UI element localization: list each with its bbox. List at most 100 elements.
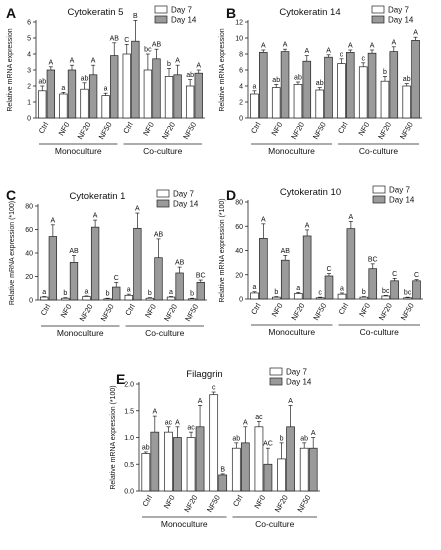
bar-day14 — [368, 268, 378, 300]
bar-day7 — [299, 447, 309, 492]
legend-label: Day 14 — [286, 378, 312, 387]
significance-letter: A — [288, 398, 293, 405]
bar-day7 — [145, 297, 155, 301]
legend-swatch — [269, 367, 283, 376]
bar-day14 — [154, 257, 163, 301]
bar-day14 — [280, 259, 290, 300]
x-tick-label: NF20 — [182, 494, 199, 514]
bar-day7 — [272, 296, 281, 300]
bar-day14 — [133, 227, 142, 301]
significance-letter: ab — [186, 72, 194, 79]
panel-letter: A — [6, 5, 16, 21]
y-tick-label: 4 — [239, 84, 243, 91]
significance-letter: C — [392, 271, 397, 278]
significance-letter: a — [253, 284, 257, 291]
y-axis-label: Relative mRNA expression — [219, 28, 226, 111]
y-tick-label: 20 — [235, 272, 243, 279]
bar-day14 — [412, 280, 421, 300]
significance-letter: c — [318, 290, 322, 297]
y-tick-label: 0 — [239, 297, 243, 304]
x-tick-label: NF50 — [295, 494, 312, 514]
panel-letter: E — [116, 371, 125, 387]
bar-day7 — [277, 458, 286, 492]
significance-letter: A — [283, 42, 288, 49]
bar-day14 — [88, 74, 98, 119]
bar-day14 — [67, 69, 77, 119]
significance-letter: bc — [382, 288, 390, 295]
group-label: Co-culture — [145, 328, 184, 338]
bar-day7 — [38, 90, 47, 119]
y-tick-label: 80 — [25, 204, 33, 211]
legend-label: Day 7 — [389, 186, 410, 195]
x-tick-label: NF50 — [205, 494, 222, 514]
x-tick-label: NF20 — [78, 303, 95, 323]
bar-day7 — [254, 426, 264, 492]
x-tick-label: NF20 — [160, 121, 177, 141]
significance-letter: b — [167, 61, 171, 68]
significance-letter: A — [93, 213, 98, 220]
significance-letter: bc — [404, 290, 412, 297]
legend-label: Day 14 — [389, 196, 415, 205]
y-tick-label: 12 — [235, 20, 243, 27]
y-tick-label: 0 — [239, 116, 243, 123]
y-tick-label: 6 — [27, 20, 31, 27]
x-tick-label: NF20 — [76, 121, 93, 141]
bar-day7 — [80, 88, 89, 119]
x-tick-label: Ctrl — [231, 493, 245, 508]
y-tick-label: 60 — [235, 224, 243, 231]
bar-day7 — [315, 297, 325, 300]
bar-day7 — [293, 84, 303, 119]
legend-swatch — [269, 377, 283, 386]
significance-letter: ac — [165, 419, 173, 426]
legend-swatch — [156, 189, 170, 198]
y-tick-label: 60 — [25, 227, 33, 234]
x-tick-label: NF50 — [97, 121, 114, 141]
group-label: Co-culture — [255, 519, 294, 529]
x-tick-label: NF20 — [376, 121, 393, 141]
significance-letter: BC — [368, 256, 378, 263]
significance-letter: a — [253, 83, 257, 90]
x-tick-label: NF50 — [311, 302, 328, 322]
significance-letter: ab — [300, 435, 308, 442]
bar-day7 — [380, 80, 390, 119]
significance-letter: b — [148, 290, 152, 297]
bar-day14 — [280, 51, 290, 119]
y-tick-label: 6 — [239, 68, 243, 75]
bar-day7 — [40, 296, 49, 301]
bar-day14 — [389, 51, 399, 119]
x-tick-label: Ctrl — [37, 120, 51, 135]
significance-letter: C — [114, 275, 119, 282]
bar-day14 — [90, 226, 100, 301]
bar-day14 — [112, 286, 121, 301]
x-tick-label: NF0 — [59, 303, 74, 320]
bar-day14 — [173, 74, 182, 119]
y-tick-label: 0 — [29, 298, 33, 305]
x-tick-label: NF0 — [357, 302, 372, 319]
bar-day7 — [403, 297, 412, 300]
bar-day14 — [48, 236, 58, 301]
significance-letter: a — [104, 86, 108, 93]
x-tick-label: NF50 — [99, 303, 116, 323]
x-tick-label: Ctrl — [249, 301, 263, 316]
panel-letter: D — [226, 187, 236, 203]
x-tick-label: NF20 — [162, 303, 179, 323]
significance-letter: A — [261, 43, 266, 50]
legend-swatch — [371, 5, 385, 14]
x-tick-label: Ctrl — [337, 301, 351, 316]
bar-day7 — [124, 294, 133, 301]
x-tick-label: NF50 — [311, 121, 328, 141]
bar-day7 — [231, 447, 241, 492]
significance-letter: a — [61, 85, 65, 92]
significance-letter: b — [63, 290, 67, 297]
bar-day14 — [346, 228, 356, 300]
bar-day7 — [337, 293, 347, 300]
significance-letter: ab — [232, 435, 240, 442]
significance-letter: B — [133, 13, 138, 20]
legend-swatch — [371, 15, 385, 24]
significance-letter: ab — [316, 80, 324, 87]
bar-day7 — [187, 298, 197, 301]
y-tick-label: 1.0 — [124, 435, 134, 442]
bar-day14 — [218, 474, 228, 492]
bar-day7 — [103, 298, 112, 301]
legend-label: Day 7 — [286, 368, 307, 377]
